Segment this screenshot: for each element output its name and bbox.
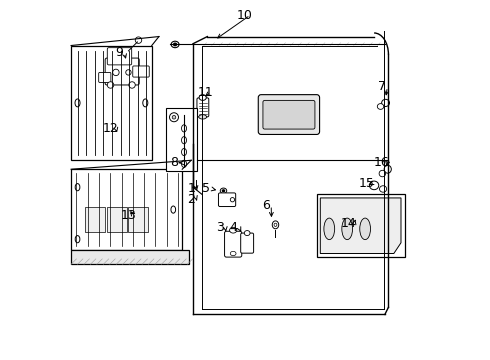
Ellipse shape bbox=[360, 218, 370, 240]
Text: 2: 2 bbox=[187, 193, 195, 206]
Ellipse shape bbox=[379, 170, 386, 177]
Text: 6: 6 bbox=[262, 199, 270, 212]
Ellipse shape bbox=[245, 230, 250, 235]
Ellipse shape bbox=[75, 235, 80, 243]
Ellipse shape bbox=[75, 99, 80, 107]
Ellipse shape bbox=[171, 41, 179, 48]
FancyBboxPatch shape bbox=[133, 66, 149, 77]
Polygon shape bbox=[320, 198, 401, 253]
Ellipse shape bbox=[377, 104, 384, 109]
Ellipse shape bbox=[143, 99, 148, 107]
Ellipse shape bbox=[181, 136, 187, 144]
Ellipse shape bbox=[382, 99, 390, 107]
Text: 1: 1 bbox=[187, 183, 195, 195]
Ellipse shape bbox=[342, 218, 353, 240]
Ellipse shape bbox=[181, 160, 187, 167]
Text: 3: 3 bbox=[216, 221, 224, 234]
Ellipse shape bbox=[272, 221, 279, 229]
Text: 12: 12 bbox=[102, 122, 119, 135]
Text: 8: 8 bbox=[170, 156, 178, 169]
FancyBboxPatch shape bbox=[107, 48, 132, 65]
Bar bbox=[71, 250, 190, 264]
Text: 11: 11 bbox=[197, 86, 214, 99]
Bar bbox=[166, 108, 196, 171]
Text: 14: 14 bbox=[341, 216, 357, 230]
Ellipse shape bbox=[199, 95, 206, 100]
Text: 13: 13 bbox=[121, 210, 136, 222]
Text: 4: 4 bbox=[230, 221, 238, 234]
Ellipse shape bbox=[172, 116, 176, 119]
Text: 15: 15 bbox=[358, 177, 374, 190]
Ellipse shape bbox=[181, 125, 187, 132]
Text: 10: 10 bbox=[237, 9, 253, 22]
Ellipse shape bbox=[230, 198, 235, 202]
Ellipse shape bbox=[107, 82, 114, 88]
Ellipse shape bbox=[173, 43, 176, 46]
Ellipse shape bbox=[171, 206, 175, 213]
Ellipse shape bbox=[220, 188, 227, 193]
Ellipse shape bbox=[170, 113, 178, 122]
Text: 16: 16 bbox=[374, 156, 390, 169]
Bar bbox=[107, 207, 126, 232]
Bar bbox=[71, 169, 182, 250]
Ellipse shape bbox=[181, 148, 187, 156]
Ellipse shape bbox=[199, 115, 207, 119]
Ellipse shape bbox=[230, 227, 237, 233]
Ellipse shape bbox=[126, 70, 131, 75]
FancyBboxPatch shape bbox=[241, 233, 254, 253]
FancyBboxPatch shape bbox=[263, 100, 315, 129]
Bar bbox=[128, 207, 148, 232]
FancyBboxPatch shape bbox=[224, 231, 242, 257]
Ellipse shape bbox=[129, 82, 135, 88]
FancyBboxPatch shape bbox=[197, 98, 209, 117]
Text: 7: 7 bbox=[378, 80, 386, 93]
Text: 5: 5 bbox=[202, 183, 210, 195]
Ellipse shape bbox=[369, 181, 379, 190]
Ellipse shape bbox=[135, 37, 142, 43]
Bar bbox=[71, 45, 152, 160]
Bar bbox=[85, 207, 105, 232]
Ellipse shape bbox=[384, 165, 392, 173]
Ellipse shape bbox=[274, 223, 277, 226]
Bar bbox=[317, 194, 405, 257]
Ellipse shape bbox=[113, 69, 119, 76]
FancyBboxPatch shape bbox=[258, 95, 319, 134]
FancyBboxPatch shape bbox=[98, 72, 111, 82]
Text: 9: 9 bbox=[115, 46, 122, 59]
Ellipse shape bbox=[379, 186, 387, 192]
Ellipse shape bbox=[324, 218, 335, 240]
FancyBboxPatch shape bbox=[219, 193, 236, 207]
Ellipse shape bbox=[222, 190, 224, 192]
Ellipse shape bbox=[75, 184, 80, 191]
FancyBboxPatch shape bbox=[105, 58, 139, 85]
Ellipse shape bbox=[230, 251, 236, 256]
